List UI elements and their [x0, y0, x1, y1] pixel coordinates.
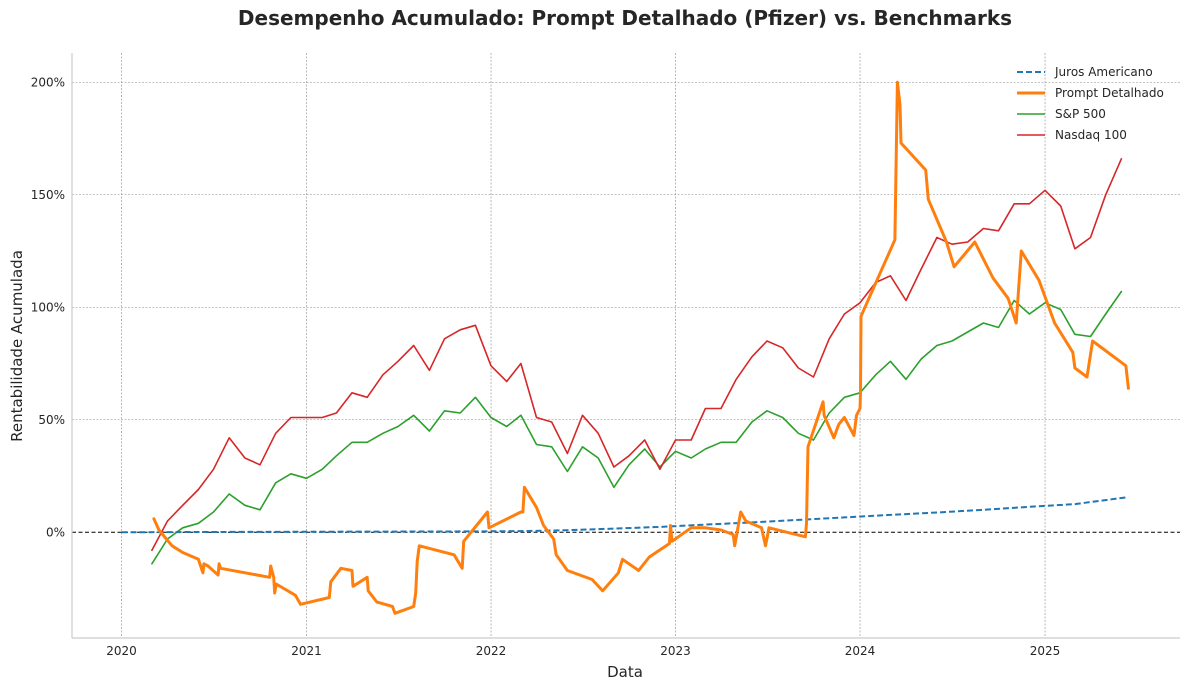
y-tick-label: 100% [31, 300, 65, 314]
x-axis-label: Data [607, 663, 643, 681]
axes [71, 53, 1180, 639]
legend-label-s-p-500: S&P 500 [1055, 107, 1106, 121]
series-line-prompt-detalhado [152, 80, 1130, 615]
y-tick-label: 50% [38, 413, 65, 427]
legend-label-juros-americano: Juros Americano [1054, 65, 1153, 79]
x-tick-label: 2022 [476, 644, 507, 658]
y-tick-label: 150% [31, 188, 65, 202]
y-tick-label: 200% [31, 75, 65, 89]
chart-title: Desempenho Acumulado: Prompt Detalhado (… [238, 6, 1012, 30]
series-layer [121, 80, 1130, 615]
x-ticks: 2020 2021 2022 2023 2024 2025 [106, 644, 1060, 658]
x-tick-label: 2023 [660, 644, 691, 658]
x-tick-label: 2024 [845, 644, 876, 658]
x-tick-label: 2025 [1030, 644, 1061, 658]
y-ticks: 0% 50% 100% 150% 200% [31, 75, 65, 539]
series-line-juros-americano [121, 496, 1129, 534]
legend: Juros Americano Prompt Detalhado S&P 500 Na… [1017, 65, 1164, 142]
series-line-s-p-500 [151, 290, 1123, 565]
y-tick-label: 0% [46, 525, 65, 539]
y-axis-label: Rentabilidade Acumulada [8, 250, 26, 442]
grid [72, 53, 1180, 638]
series-line-nasdaq-100 [151, 158, 1123, 552]
x-tick-label: 2021 [291, 644, 322, 658]
legend-label-nasdaq-100: Nasdaq 100 [1055, 128, 1127, 142]
x-tick-label: 2020 [106, 644, 137, 658]
legend-label-prompt-detalhado: Prompt Detalhado [1055, 86, 1164, 100]
